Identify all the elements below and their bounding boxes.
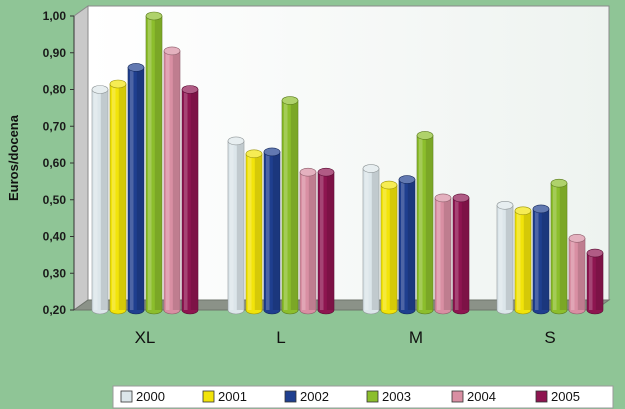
y-tick-label: 0,60 — [43, 156, 67, 170]
category-label-L: L — [276, 328, 285, 347]
bar-L-2003 — [281, 96, 299, 315]
bar-XL-2003 — [145, 11, 163, 315]
bar-S-2001 — [514, 206, 532, 315]
bar-XL-2000 — [91, 85, 109, 315]
legend-swatch — [451, 390, 464, 403]
category-label-XL: XL — [135, 328, 156, 347]
bar-XL-2002 — [127, 63, 145, 315]
legend-item-2000: 2000 — [120, 389, 165, 404]
y-tick-label: 0,90 — [43, 46, 67, 60]
legend-swatch — [366, 390, 379, 403]
category-label-M: M — [409, 328, 423, 347]
legend-label: 2000 — [136, 389, 165, 404]
bar-L-2000 — [227, 136, 245, 315]
legend-item-2001: 2001 — [202, 389, 247, 404]
y-axis-label: Euros/docena — [6, 114, 21, 201]
legend-item-2004: 2004 — [451, 389, 496, 404]
bar-S-2002 — [532, 204, 550, 315]
category-label-S: S — [544, 328, 555, 347]
y-tick-label: 0,70 — [43, 119, 67, 133]
bar-L-2004 — [299, 167, 317, 315]
legend-label: 2001 — [218, 389, 247, 404]
bar-M-2001 — [380, 180, 398, 315]
bar-XL-2005 — [181, 85, 199, 315]
legend-label: 2004 — [467, 389, 496, 404]
bar-XL-2001 — [109, 79, 127, 315]
bar-M-2004 — [434, 193, 452, 315]
y-tick-label: 1,00 — [43, 9, 67, 23]
legend-swatch — [284, 390, 297, 403]
legend-swatch — [120, 390, 133, 403]
legend-label: 2003 — [382, 389, 411, 404]
bar-S-2005 — [586, 248, 604, 315]
bar-M-2003 — [416, 131, 434, 315]
legend-swatch — [202, 390, 215, 403]
plot-side-wall — [73, 5, 89, 311]
bar-M-2000 — [362, 164, 380, 315]
legend-label: 2005 — [551, 389, 580, 404]
bar-M-2002 — [398, 175, 416, 315]
bar-S-2004 — [568, 234, 586, 315]
bar-M-2005 — [452, 193, 470, 315]
bar-L-2002 — [263, 147, 281, 315]
legend-item-2005: 2005 — [535, 389, 580, 404]
y-tick-label: 0,50 — [43, 193, 67, 207]
y-tick-label: 0,80 — [43, 83, 67, 97]
legend-item-2002: 2002 — [284, 389, 329, 404]
y-tick-label: 0,40 — [43, 230, 67, 244]
bar-S-2000 — [496, 200, 514, 315]
legend-box — [112, 385, 614, 409]
legend-item-2003: 2003 — [366, 389, 411, 404]
bar-L-2005 — [317, 167, 335, 315]
legend-swatch — [535, 390, 548, 403]
bar-S-2003 — [550, 178, 568, 315]
bar-XL-2004 — [163, 46, 181, 315]
legend-label: 2002 — [300, 389, 329, 404]
y-tick-label: 0,20 — [43, 303, 67, 317]
bar-L-2001 — [245, 149, 263, 315]
y-tick-label: 0,30 — [43, 266, 67, 280]
